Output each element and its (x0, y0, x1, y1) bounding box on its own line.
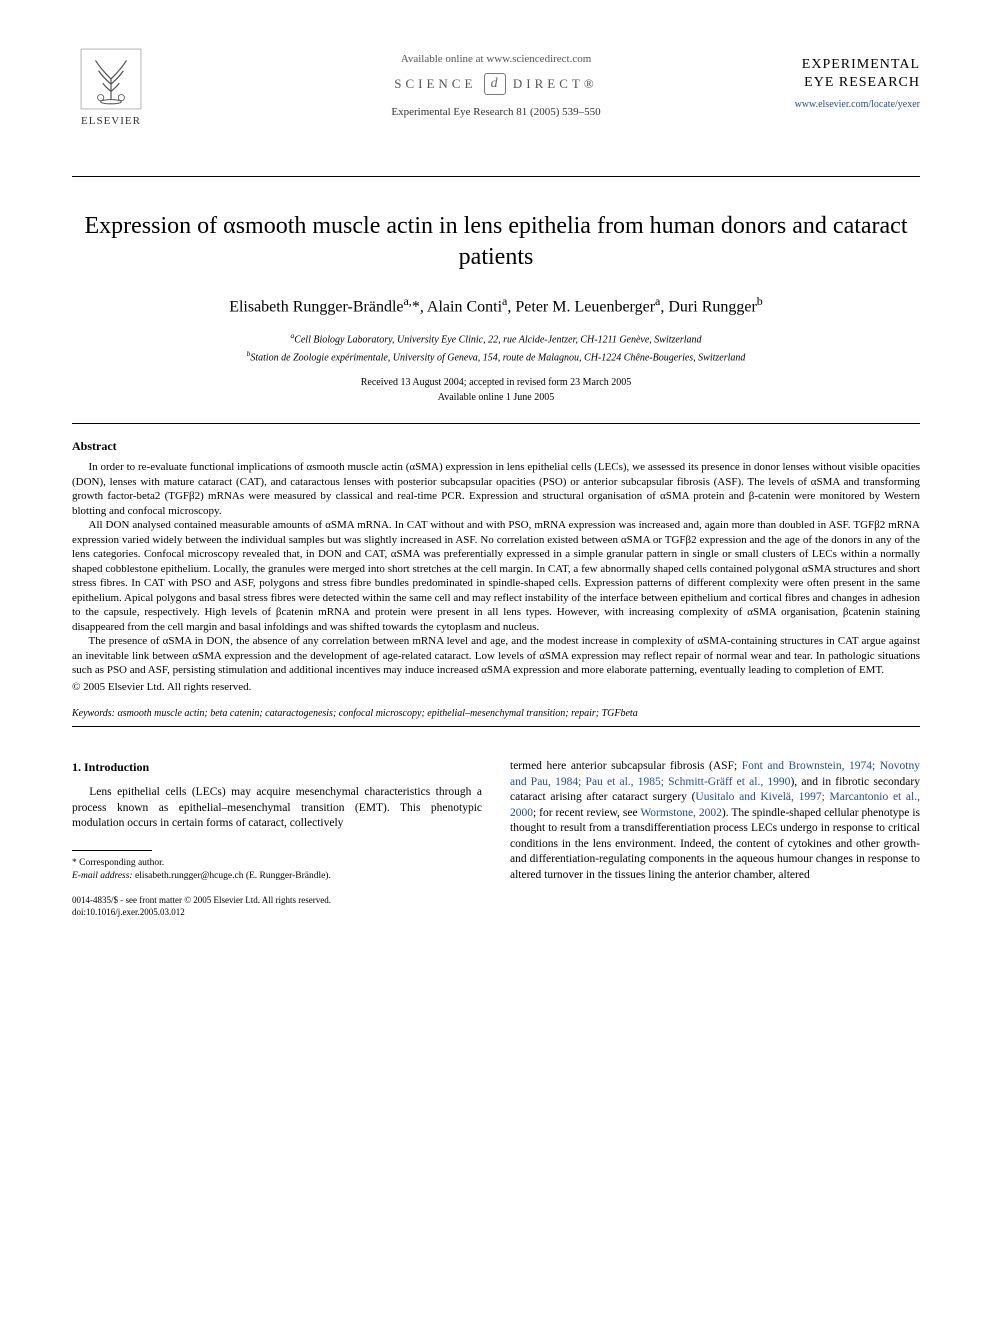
elsevier-logo: ELSEVIER (72, 48, 150, 129)
date-online: Available online 1 June 2005 (72, 390, 920, 405)
intro-left-p1: Lens epithelial cells (LECs) may acquire… (72, 785, 482, 832)
keywords-label: Keywords: (72, 708, 115, 719)
header-separator (72, 176, 920, 177)
journal-logo-block: EXPERIMENTAL EYE RESEARCH www.elsevier.c… (760, 56, 920, 112)
email-label: E-mail address: (72, 871, 133, 881)
authors-line: Elisabeth Rungger-Brändlea,*, Alain Cont… (72, 293, 920, 318)
email-name: (E. Rungger-Brändle). (246, 871, 331, 881)
title-separator (72, 423, 920, 424)
abstract-heading: Abstract (72, 438, 920, 454)
footer-doi-line: doi:10.1016/j.exer.2005.03.012 (72, 906, 482, 918)
elsevier-name: ELSEVIER (72, 114, 150, 129)
journal-link[interactable]: www.elsevier.com/locate/yexer (760, 98, 920, 112)
abstract-body: In order to re-evaluate functional impli… (72, 460, 920, 678)
corr-author-label: * Corresponding author. (72, 857, 482, 870)
affiliation-b: bStation de Zoologie expérimentale, Univ… (72, 348, 920, 365)
ref-link[interactable]: Font and Brownstein, 1974; Novotny and P… (510, 760, 920, 788)
article-title: Expression of αsmooth muscle actin in le… (72, 211, 920, 273)
ref-link[interactable]: Wormstone, 2002 (640, 807, 722, 819)
keywords-separator-top (72, 726, 920, 727)
elsevier-tree-icon (80, 48, 142, 110)
science-direct-icon (484, 73, 506, 95)
keywords-line: Keywords: αsmooth muscle actin; beta cat… (72, 707, 920, 721)
journal-name-line2: EYE RESEARCH (760, 74, 920, 92)
affiliations: aCell Biology Laboratory, University Eye… (72, 330, 920, 365)
footer-issn-line: 0014-4835/$ - see front matter © 2005 El… (72, 894, 482, 906)
right-column: termed here anterior subcapsular fibrosi… (510, 759, 920, 918)
corr-author-email-line: E-mail address: elisabeth.rungger@hcuge.… (72, 870, 482, 883)
body-columns: 1. Introduction Lens epithelial cells (L… (72, 759, 920, 918)
journal-link-anchor[interactable]: www.elsevier.com/locate/yexer (795, 99, 920, 110)
article-dates: Received 13 August 2004; accepted in rev… (72, 375, 920, 405)
abstract-p1: In order to re-evaluate functional impli… (72, 460, 920, 518)
keywords-text: αsmooth muscle actin; beta catenin; cata… (117, 708, 637, 719)
section-1-heading: 1. Introduction (72, 759, 482, 775)
abstract-section: Abstract In order to re-evaluate functio… (72, 438, 920, 695)
affiliation-a: aCell Biology Laboratory, University Eye… (72, 330, 920, 347)
sd-text-left: SCIENCE (394, 76, 476, 91)
sd-text-right: DIRECT® (513, 76, 598, 91)
date-received: Received 13 August 2004; accepted in rev… (72, 375, 920, 390)
copyright-line: © 2005 Elsevier Ltd. All rights reserved… (72, 680, 920, 695)
corresponding-author-footnote: * Corresponding author. E-mail address: … (72, 857, 482, 884)
intro-right-p1: termed here anterior subcapsular fibrosi… (510, 759, 920, 883)
page-header: ELSEVIER Available online at www.science… (72, 48, 920, 158)
abstract-p2: All DON analysed contained measurable am… (72, 518, 920, 634)
science-direct-logo: SCIENCE DIRECT® (394, 73, 598, 95)
abstract-p3: The presence of αSMA in DON, the absence… (72, 634, 920, 678)
footnote-separator (72, 850, 152, 851)
left-column: 1. Introduction Lens epithelial cells (L… (72, 759, 482, 918)
email-address[interactable]: elisabeth.rungger@hcuge.ch (135, 871, 243, 881)
journal-name-line1: EXPERIMENTAL (760, 56, 920, 74)
